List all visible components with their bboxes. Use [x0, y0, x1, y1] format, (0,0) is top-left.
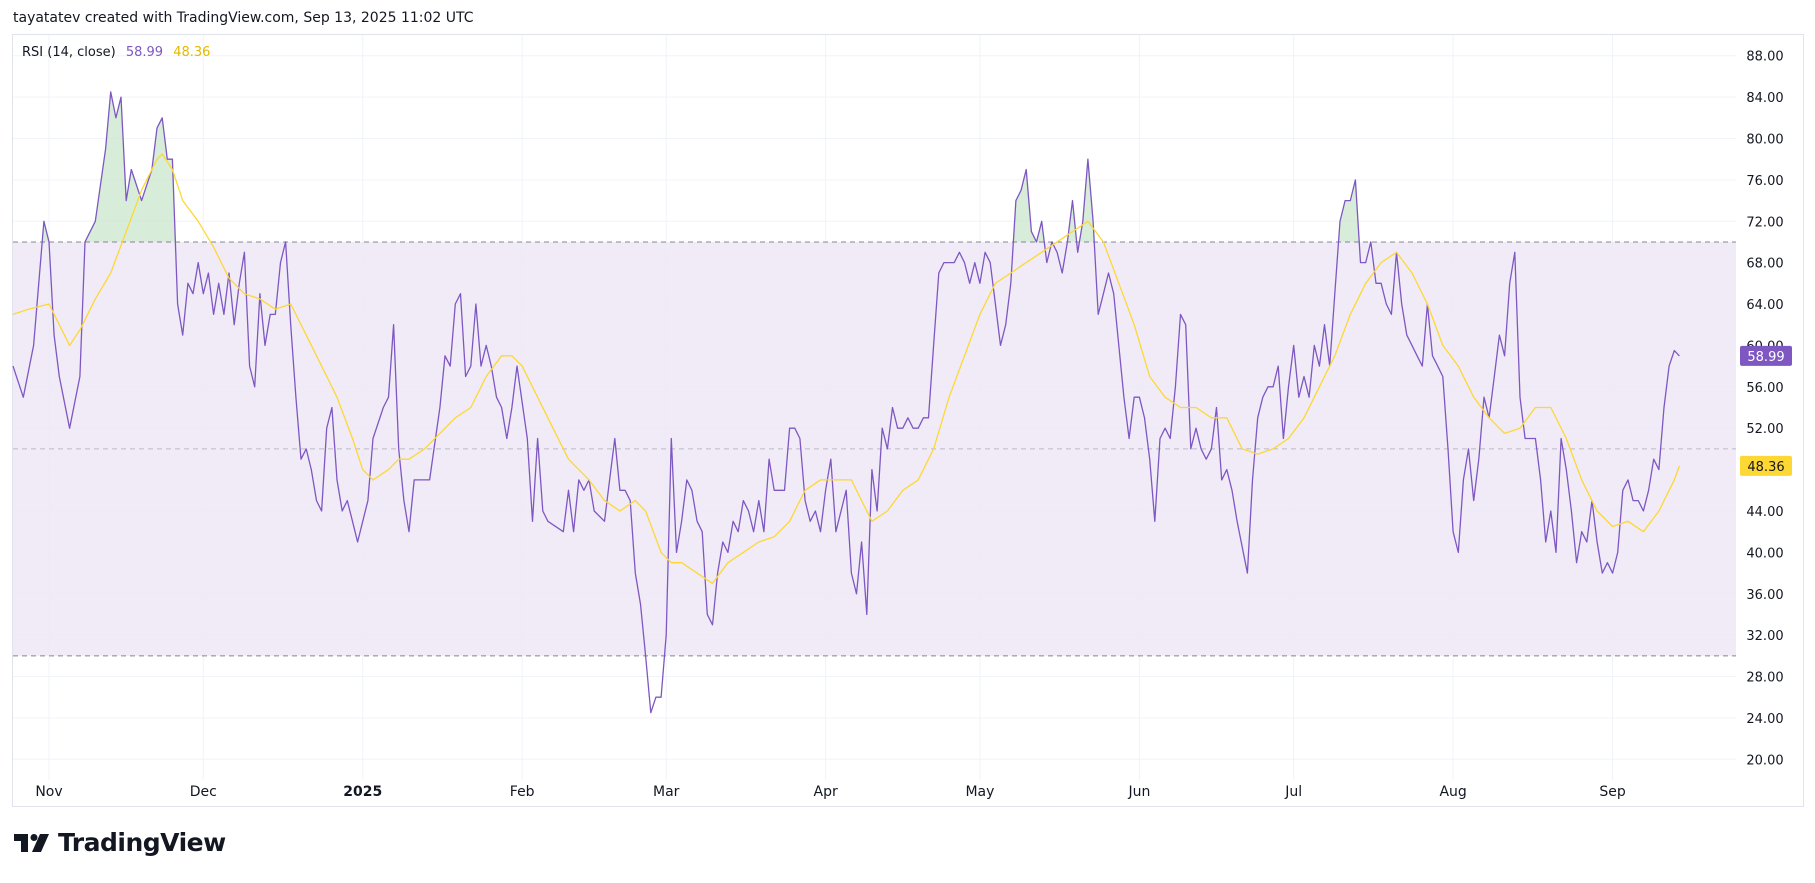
y-tick-label: 68.00 [1746, 257, 1783, 272]
y-tick-label: 36.00 [1746, 588, 1783, 603]
tradingview-logo-text: TradingView [58, 828, 226, 857]
overbought-fill [1067, 200, 1077, 242]
rsi-ma-line [12, 153, 1681, 585]
ma-last-value-badge [1740, 455, 1792, 476]
x-tick-label: Nov [35, 784, 62, 800]
chart-frame [12, 34, 1804, 807]
y-tick-label: 64.00 [1746, 298, 1783, 313]
x-tick-label: Apr [814, 784, 838, 800]
x-tick-label: Jul [1284, 784, 1302, 800]
x-tick-label: Dec [190, 784, 217, 800]
x-tick-label: 2025 [343, 784, 382, 800]
x-tick-label: Feb [510, 784, 535, 800]
rsi-last-value-badge [1740, 345, 1792, 366]
ma-value: 48.36 [173, 45, 211, 60]
x-tick-label: Jun [1127, 784, 1150, 800]
ma-last-value-label: 48.36 [1747, 460, 1784, 475]
indicator-legend[interactable]: RSI (14, close) 58.99 48.36 [22, 45, 216, 60]
y-tick-label: 44.00 [1746, 505, 1783, 520]
rsi-value: 58.99 [125, 45, 164, 60]
x-tick-label: Aug [1439, 784, 1466, 800]
y-tick-label: 56.00 [1746, 381, 1783, 396]
y-tick-label: 80.00 [1746, 132, 1783, 147]
y-tick-label: 24.00 [1746, 712, 1783, 727]
rsi-last-value-label: 58.99 [1747, 350, 1784, 365]
y-tick-label: 72.00 [1746, 215, 1783, 230]
rsi-band-background [13, 241, 1736, 656]
rsi-line [12, 91, 1680, 714]
x-tick-label: Mar [653, 784, 680, 800]
x-tick-label: Sep [1599, 784, 1626, 800]
chart-attribution: tayatatev created with TradingView.com, … [13, 10, 474, 26]
tradingview-logo: TradingView [14, 828, 226, 857]
y-tick-label: 88.00 [1746, 50, 1783, 65]
y-tick-label: 84.00 [1746, 91, 1783, 106]
y-tick-label: 52.00 [1746, 422, 1783, 437]
y-tick-label: 28.00 [1746, 671, 1783, 686]
x-tick-label: May [965, 784, 994, 800]
y-tick-label: 20.00 [1746, 753, 1783, 768]
tradingview-logo-icon [14, 833, 49, 852]
overbought-fill [1338, 179, 1360, 242]
indicator-name: RSI (14, close) [22, 45, 116, 60]
y-tick-label: 76.00 [1746, 174, 1783, 189]
y-tick-label: 40.00 [1746, 546, 1783, 561]
y-tick-label: 32.00 [1746, 629, 1783, 644]
